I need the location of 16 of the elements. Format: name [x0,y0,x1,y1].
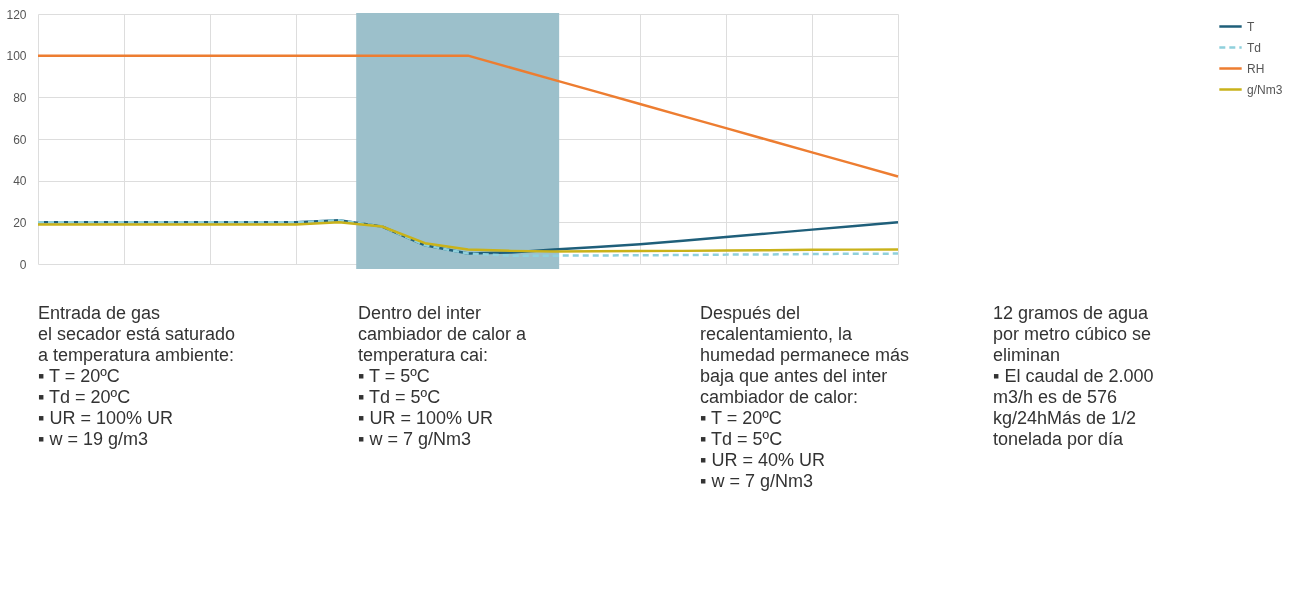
legend-label: Td [1247,40,1262,55]
y-tick-label: 60 [13,132,27,147]
y-tick-label: 100 [6,49,27,64]
y-tick-label: 0 [19,257,27,272]
text: Entrada de gas el secador está saturado a temperatura ambiente: ▪ T = 20ºC ▪ Td = 20ºC ▪ UR = 100% UR ▪ w = 19 g/m3 [38,303,236,449]
legend-label: g/Nm3 [1247,82,1283,97]
text: 12 gramos de agua por metro cúbico se eliminan ▪ El caudal de 2.000 m3/h es de 576 kg/24hMás de 1/2 tonelada por día [993,303,1154,449]
y-tick-label: 80 [13,90,27,105]
text: Después del recalentamiento, la humedad permanece más baja que antes del inter cambiador de calor: ▪ T = 20ºC ▪ Td = 5ºC ▪ UR = 40% UR ▪ w = 7 g/Nm3 [700,303,910,491]
y-tick-label: 20 [13,215,27,230]
text: Dentro del inter cambiador de calor a temperatura cai: ▪ T = 5ºC ▪ Td = 5ºC ▪ UR = 100% UR ▪ w = 7 g/Nm3 [358,303,528,449]
y-tick-label: 40 [13,174,27,189]
legend-label: T [1247,19,1255,34]
y-tick-label: 120 [6,7,27,22]
line-series [36,54,900,178]
legend-label: RH [1247,61,1265,76]
